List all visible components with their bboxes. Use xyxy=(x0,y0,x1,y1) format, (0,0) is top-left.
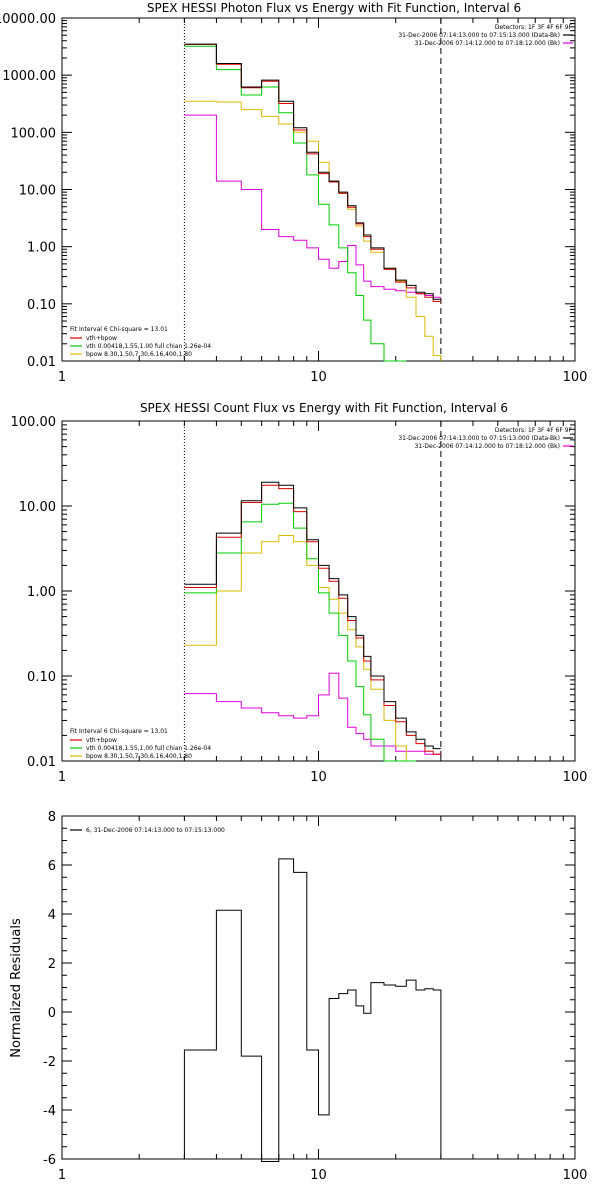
count-flux-title: SPEX HESSI Count Flux vs Energy with Fit… xyxy=(140,401,508,415)
y-tick-label: 8 xyxy=(48,810,56,825)
photon-flux-panel: SPEX HESSI Photon Flux vs Energy with Fi… xyxy=(0,1,587,385)
legend-bpow: bpow 8.30,1.50,7.30,6.16,400,1.80 xyxy=(86,753,192,760)
residuals-panel: Normalized Residuals 1 10 100 -6 -4 -2 0 2 4 6 8 6… xyxy=(9,810,587,1183)
legend-fit-interval: Fit Interval 6 Chi-square = 13.01 xyxy=(70,728,168,735)
legend-model: vth+bpow xyxy=(86,737,117,744)
y-tick-label: 1000.00 xyxy=(2,69,56,84)
residuals-legend: 6, 31-Dec-2006 07:14:13.000 to 07:15:13.… xyxy=(86,827,225,834)
legend-vth: vth 0.00418,1.55,1.00 full chian 1.26e-0… xyxy=(86,745,211,752)
y-tick-label: 10.00 xyxy=(19,184,56,199)
y-tick-label: 4 xyxy=(48,908,56,923)
x-tick-label: 10 xyxy=(310,1168,327,1183)
photon-flux-title: SPEX HESSI Photon Flux vs Energy with Fi… xyxy=(147,1,521,15)
model-series xyxy=(184,43,441,302)
total-series xyxy=(184,481,441,750)
vth-series xyxy=(184,502,416,762)
legend-bk-interval: 31-Dec-2006 07:14:12.000 to 07:18:12.000… xyxy=(415,40,560,47)
bk-series xyxy=(184,114,441,298)
y-tick-label: -2 xyxy=(43,1055,56,1070)
bpow-series xyxy=(184,100,442,361)
legend-model: vth+bpow xyxy=(86,335,117,342)
y-tick-label: 1.00 xyxy=(27,241,56,256)
x-tick-label: 100 xyxy=(563,1168,588,1183)
legend-vth: vth 0.00418,1.55,1.00 full chian 1.26e-0… xyxy=(86,343,211,350)
y-tick-label: 0.01 xyxy=(27,755,56,770)
y-tick-label: 0.10 xyxy=(27,298,56,313)
x-tick-label: 1 xyxy=(58,1168,66,1183)
count-flux-legend-right: Detectors: 1F 3F 4F 6F 9F 31-Dec-2006 07… xyxy=(398,427,573,450)
y-tick-label: 1.00 xyxy=(27,585,56,600)
x-tick-label: 10 xyxy=(310,370,327,385)
photon-flux-legend-right: Detectors: 1F 3F 4F 6F 9F 31-Dec-2006 07… xyxy=(398,24,573,47)
count-flux-plot: 1 10 100 0.01 0.10 1.00 10.00 100.00 xyxy=(11,415,588,785)
vth-series xyxy=(184,45,407,362)
y-tick-label: -6 xyxy=(43,1153,56,1168)
y-tick-label: 0.10 xyxy=(27,670,56,685)
photon-flux-plot: 1 10 100 0.01 0.10 1.00 10.00 100.00 1000.00 1000… xyxy=(0,12,587,385)
y-tick-label: 100.00 xyxy=(11,126,57,141)
y-tick-label: 100.00 xyxy=(11,415,57,430)
bpow-series xyxy=(184,535,416,762)
x-tick-label: 10 xyxy=(310,770,327,785)
residuals-series xyxy=(183,858,442,1162)
legend-bpow: bpow 8.30,1.50,7.30,6.16,400,1.80 xyxy=(86,351,192,358)
x-tick-label: 1 xyxy=(58,770,66,785)
legend-detectors: Detectors: 1F 3F 4F 6F 9F xyxy=(495,427,573,434)
count-flux-legend-left: Fit Interval 6 Chi-square = 13.01 vth+bp… xyxy=(70,728,211,760)
legend-data-interval: 31-Dec-2006 07:14:13.000 to 07:15:13.000… xyxy=(398,435,560,442)
count-flux-panel: SPEX HESSI Count Flux vs Energy with Fit… xyxy=(11,401,588,785)
model-series xyxy=(184,484,441,755)
legend-data-interval: 31-Dec-2006 07:14:13.000 to 07:15:13.000… xyxy=(398,32,560,39)
y-tick-label: 2 xyxy=(48,957,56,972)
x-tick-label: 1 xyxy=(58,370,66,385)
residuals-plot: 1 10 100 -6 -4 -2 0 2 4 6 8 xyxy=(43,810,587,1183)
bk-series xyxy=(184,672,441,755)
photon-flux-legend-left: Fit Interval 6 Chi-square = 13.01 vth+bp… xyxy=(70,326,211,358)
legend-bk-interval: 31-Dec-2006 07:14:12.000 to 07:18:12.000… xyxy=(415,443,560,450)
y-tick-label: 10000.00 xyxy=(0,12,56,27)
residuals-ylabel: Normalized Residuals xyxy=(9,918,24,1058)
legend-fit-interval: Fit Interval 6 Chi-square = 13.01 xyxy=(70,326,168,333)
legend-detectors: Detectors: 1F 3F 4F 6F 9F xyxy=(495,24,573,31)
y-tick-label: 6 xyxy=(48,859,56,874)
y-tick-label: 0 xyxy=(48,1006,56,1021)
total-series xyxy=(184,43,441,300)
x-tick-label: 100 xyxy=(563,370,588,385)
y-tick-label: 0.01 xyxy=(27,355,56,370)
y-tick-label: -4 xyxy=(43,1104,56,1119)
x-tick-label: 100 xyxy=(563,770,588,785)
y-tick-label: 10.00 xyxy=(19,500,56,515)
